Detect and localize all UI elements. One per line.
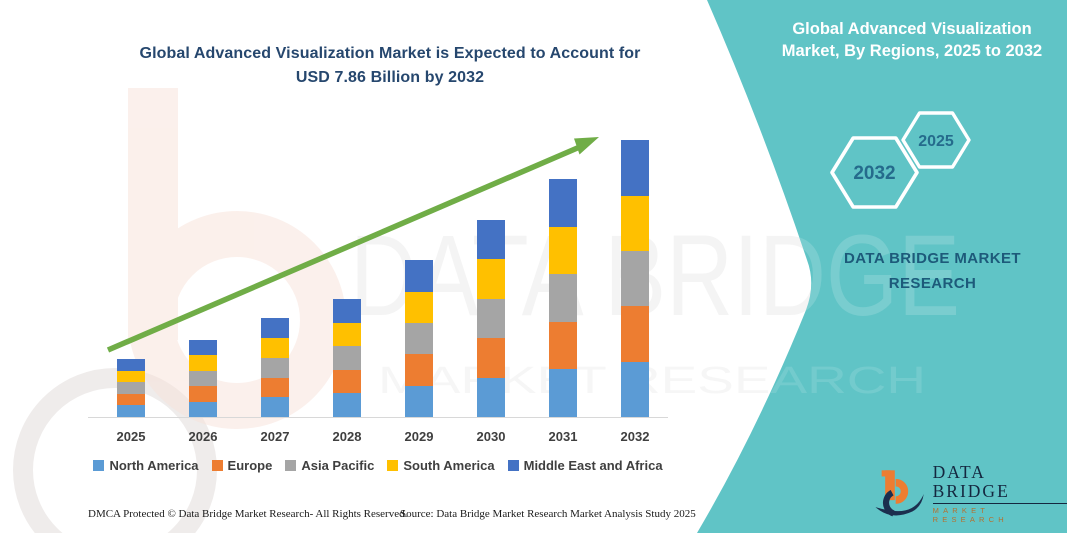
bar-segment-2031-asia-pacific — [549, 274, 577, 322]
bar-segment-2028-middle-east-and-africa — [333, 299, 361, 323]
legend-swatch — [211, 460, 223, 471]
hexagon-2025 — [901, 111, 971, 169]
x-axis-label-2028: 2028 — [332, 429, 362, 444]
bar-segment-2026-europe — [189, 386, 217, 402]
bar-segment-2031-europe — [549, 321, 577, 370]
legend-swatch — [387, 460, 399, 471]
x-axis-label-2029: 2029 — [404, 429, 434, 444]
bar-segment-2025-middle-east-and-africa — [117, 358, 145, 371]
legend-item-middle-east-and-africa: Middle East and Africa — [507, 458, 663, 473]
bar-segment-2029-middle-east-and-africa — [405, 260, 433, 292]
logo-subtitle: MARKET RESEARCH — [932, 506, 1008, 524]
bar-segment-2027-middle-east-and-africa — [261, 318, 289, 339]
teal-panel — [697, 0, 1067, 533]
x-axis-line — [88, 417, 668, 418]
footer-source: Source: Data Bridge Market Research Mark… — [400, 508, 696, 520]
hexagon-2032 — [830, 136, 919, 209]
logo-b-icon — [875, 469, 924, 517]
bar-segment-2030-north-america — [477, 377, 505, 417]
legend-item-europe: Europe — [211, 458, 273, 473]
bar-segment-2032-middle-east-and-africa — [621, 140, 649, 196]
legend-swatch — [93, 460, 105, 471]
bar-segment-2028-europe — [333, 369, 361, 394]
bar-segment-2028-asia-pacific — [333, 346, 361, 370]
legend-label: North America — [109, 458, 199, 473]
trend-arrow-head — [574, 137, 599, 155]
hexagon-badges: 2032 2025 — [830, 111, 971, 209]
bar-segment-2025-asia-pacific — [117, 382, 145, 394]
x-axis-label-2026: 2026 — [188, 429, 218, 444]
hexagon-2032-label: 2032 — [853, 163, 895, 184]
legend-item-asia-pacific: Asia Pacific — [285, 458, 374, 473]
bar-segment-2025-south-america — [117, 370, 145, 383]
logo-name: DATA BRIDGE — [932, 462, 1010, 501]
legend-label: Asia Pacific — [301, 458, 375, 473]
x-axis-label-2027: 2027 — [260, 429, 290, 444]
bar-segment-2026-north-america — [189, 401, 217, 417]
bar-segment-2029-south-america — [405, 291, 433, 323]
bar-segment-2029-north-america — [405, 385, 433, 417]
x-axis-label-2031: 2031 — [548, 429, 578, 444]
chart-legend: North America Europe Asia Pacific South Ame… — [78, 458, 678, 473]
bar-segment-2028-south-america — [333, 322, 361, 347]
logo-wordmark: DATA BRIDGE MARKET RESEARCH — [932, 462, 1067, 524]
bar-segment-2025-north-america — [117, 405, 145, 417]
bar-segment-2032-europe — [621, 306, 649, 362]
bar-segment-2027-south-america — [261, 338, 289, 358]
legend-item-north-america: North America — [93, 458, 199, 473]
bar-segment-2032-north-america — [621, 361, 649, 417]
x-axis-label-2030: 2030 — [476, 429, 506, 444]
bar-segment-2031-north-america — [549, 369, 577, 417]
legend-swatch — [285, 460, 297, 471]
bar-segment-2028-north-america — [333, 393, 361, 417]
bar-segment-2030-south-america — [477, 259, 505, 299]
legend-item-south-america: South America — [387, 458, 495, 473]
x-axis-label-2032: 2032 — [620, 429, 650, 444]
bar-segment-2031-south-america — [549, 226, 577, 275]
legend-label: Middle East and Africa — [523, 458, 663, 473]
logo-rule — [932, 503, 1067, 504]
bar-segment-2029-europe — [405, 354, 433, 386]
footer-dmca: DMCA Protected © Data Bridge Market Rese… — [88, 508, 408, 520]
chart-title-line2: USD 7.86 Billion by 2032 — [295, 69, 485, 86]
bar-segment-2029-asia-pacific — [405, 323, 433, 355]
panel-heading: Global Advanced Visualization Market, By… — [781, 20, 1043, 60]
bar-segment-2027-europe — [261, 377, 289, 398]
legend-label: South America — [403, 458, 495, 473]
bar-segment-2026-south-america — [189, 355, 217, 371]
hexagon-2025-label: 2025 — [918, 133, 954, 150]
legend-swatch — [507, 460, 519, 471]
bar-segment-2027-north-america — [261, 397, 289, 417]
bar-segment-2026-asia-pacific — [189, 370, 217, 387]
panel-brand-text: DATA BRIDGE MARKET RESEARCH — [844, 250, 1021, 292]
bar-segment-2031-middle-east-and-africa — [549, 179, 577, 227]
bar-segment-2032-asia-pacific — [621, 251, 649, 307]
bar-segment-2030-asia-pacific — [477, 298, 505, 339]
bar-segment-2026-middle-east-and-africa — [189, 339, 217, 356]
legend-label: Europe — [227, 458, 273, 473]
bar-segment-2025-europe — [117, 393, 145, 406]
x-axis-label-2025: 2025 — [116, 429, 146, 444]
bar-segment-2030-middle-east-and-africa — [477, 219, 505, 260]
bar-segment-2032-south-america — [621, 195, 649, 252]
bar-segment-2030-europe — [477, 338, 505, 378]
bar-segment-2027-asia-pacific — [261, 357, 289, 378]
chart-title: Global Advanced Visualization Market is … — [70, 42, 710, 90]
circle-watermark — [13, 368, 217, 533]
company-logo: DATA BRIDGE MARKET RESEARCH — [872, 463, 1067, 524]
chart-title-line1: Global Advanced Visualization Market is … — [139, 45, 641, 62]
